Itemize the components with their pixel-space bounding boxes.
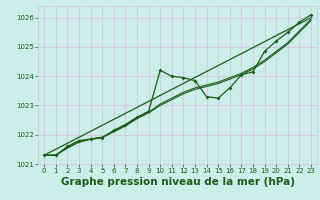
X-axis label: Graphe pression niveau de la mer (hPa): Graphe pression niveau de la mer (hPa) [60,177,295,187]
